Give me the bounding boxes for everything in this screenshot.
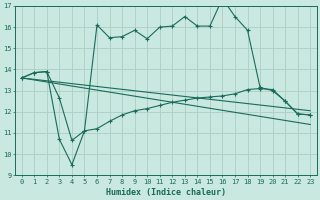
X-axis label: Humidex (Indice chaleur): Humidex (Indice chaleur) [106,188,226,197]
